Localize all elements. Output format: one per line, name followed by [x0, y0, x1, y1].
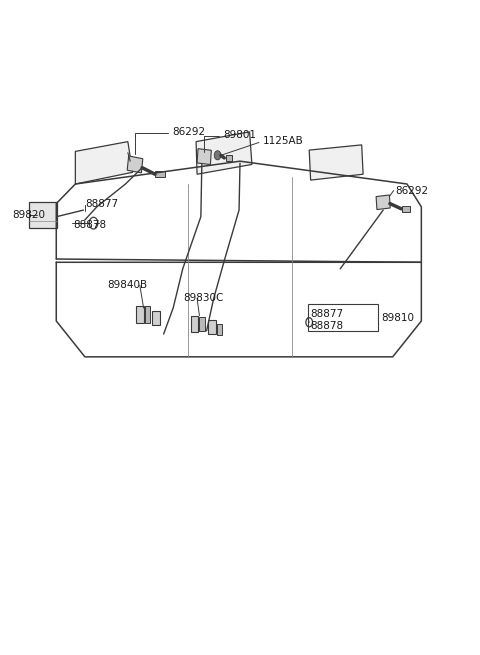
FancyBboxPatch shape	[127, 156, 143, 173]
Polygon shape	[196, 132, 252, 174]
Text: 88878: 88878	[73, 220, 106, 230]
Circle shape	[89, 217, 98, 229]
Text: 89830C: 89830C	[184, 293, 224, 303]
Polygon shape	[191, 316, 199, 332]
Bar	[402, 206, 410, 212]
Bar	[308, 304, 378, 331]
Text: 1125AB: 1125AB	[263, 136, 304, 146]
FancyBboxPatch shape	[376, 195, 390, 210]
Text: 89820: 89820	[12, 210, 45, 219]
Polygon shape	[136, 307, 144, 323]
Text: 89810: 89810	[381, 312, 414, 323]
Text: 89840B: 89840B	[108, 280, 147, 290]
Text: 88877: 88877	[311, 309, 344, 320]
Polygon shape	[216, 324, 222, 335]
Polygon shape	[152, 310, 160, 325]
Bar	[226, 155, 232, 160]
Text: 86292: 86292	[172, 127, 205, 137]
Polygon shape	[199, 317, 205, 331]
Polygon shape	[144, 307, 150, 323]
Text: 86292: 86292	[396, 185, 429, 196]
Bar	[29, 202, 57, 228]
Circle shape	[306, 318, 312, 327]
Polygon shape	[208, 320, 216, 334]
Polygon shape	[75, 141, 132, 184]
Text: 89801: 89801	[223, 130, 256, 140]
Bar	[155, 171, 165, 178]
Polygon shape	[309, 145, 363, 180]
Text: 88877: 88877	[85, 198, 118, 208]
FancyBboxPatch shape	[197, 149, 211, 164]
Circle shape	[214, 151, 221, 160]
Text: 88878: 88878	[311, 321, 344, 331]
